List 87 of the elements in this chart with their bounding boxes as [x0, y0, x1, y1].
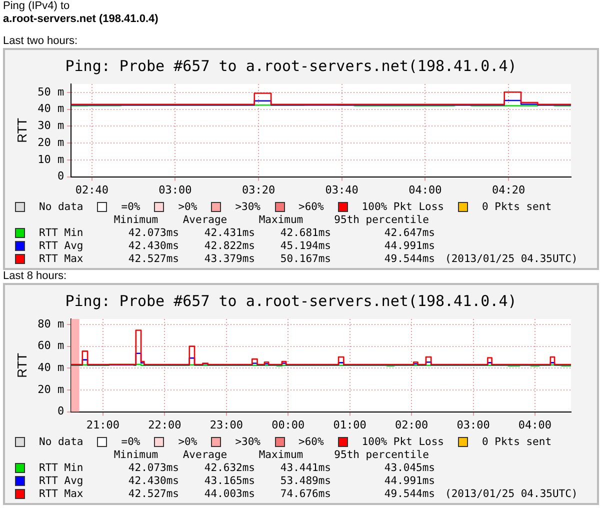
- text: No data: [39, 200, 84, 212]
- text: 100% Pkt Loss: [362, 436, 444, 448]
- text: Maximum: [258, 214, 304, 226]
- chart-title: Ping: Probe #657 to a.root-servers.net(198.41.0.4): [65, 292, 517, 310]
- text: 42.527ms: [127, 252, 179, 264]
- chart-title: Ping: Probe #657 to a.root-servers.net(198.41.0.4): [65, 56, 517, 75]
- y-tick-label: 60 m: [38, 339, 64, 352]
- x-tick-label: 21:00: [86, 418, 120, 432]
- y-tick-label: 0: [57, 170, 64, 183]
- legend-label: RTT Avg: [38, 474, 84, 486]
- y-tick-label: 40 m: [38, 360, 64, 374]
- legend-label: RTT Min: [38, 226, 84, 238]
- text: >30%: [235, 436, 260, 448]
- text: 43.379ms: [203, 252, 255, 264]
- text: 49.544ms: [383, 488, 435, 500]
- text: 42.073ms: [127, 462, 179, 474]
- text: 50.167ms: [279, 252, 331, 264]
- x-tick-label: 02:40: [75, 183, 108, 196]
- text: 100% Pkt Loss: [362, 200, 444, 212]
- text: 44.991ms: [383, 240, 435, 252]
- text: >60%: [298, 436, 324, 448]
- text: 42.681ms: [279, 226, 331, 238]
- text: >0%: [178, 436, 198, 448]
- x-tick-label: 03:20: [242, 183, 276, 196]
- y-tick-label: 80 m: [38, 317, 64, 330]
- text: No data: [39, 436, 84, 448]
- text: 53.489ms: [279, 474, 331, 486]
- x-tick-label: 22:00: [148, 418, 182, 432]
- text: 49.544ms: [383, 252, 435, 264]
- text: 42.822ms: [203, 240, 255, 252]
- text: Average: [182, 214, 228, 226]
- text: 42.527ms: [127, 488, 179, 500]
- text: 42.431ms: [203, 226, 255, 238]
- y-tick-label: 10 m: [38, 152, 64, 166]
- y-tick-label: 30 m: [38, 119, 64, 132]
- x-tick-label: 03:00: [456, 418, 490, 432]
- text: 74.676ms: [279, 488, 331, 500]
- text: >0%: [178, 200, 198, 212]
- text: 95th percentile: [333, 448, 429, 460]
- text: =0%: [121, 200, 140, 212]
- text: Maximum: [258, 448, 304, 460]
- text: 43.441ms: [279, 462, 331, 474]
- text: 42.073ms: [127, 226, 179, 238]
- text: >60%: [298, 200, 324, 212]
- y-axis-title: RTT: [14, 118, 30, 143]
- text: (2013/01/25 04.35UTC): [445, 488, 578, 500]
- x-tick-label: 04:20: [492, 183, 526, 196]
- legend-label: RTT Max: [38, 488, 84, 500]
- x-tick-label: 23:00: [210, 418, 243, 432]
- text: 42.632ms: [203, 462, 255, 474]
- text: Last 8 hours:: [2, 270, 68, 283]
- text: >30%: [235, 200, 260, 212]
- text: 44.991ms: [383, 474, 435, 486]
- y-tick-label: 20 m: [38, 382, 64, 396]
- x-tick-label: 01:00: [333, 418, 366, 432]
- text: 43.165ms: [203, 474, 255, 486]
- text: 95th percentile: [333, 214, 429, 226]
- x-tick-label: 04:00: [518, 418, 552, 432]
- text: Last two hours:: [2, 35, 79, 48]
- text: Average: [182, 448, 228, 460]
- text: =0%: [121, 436, 140, 448]
- text: 42.430ms: [127, 474, 179, 486]
- legend-label: RTT Max: [38, 252, 84, 264]
- text: 0 Pkts sent: [482, 436, 552, 448]
- legend-label: RTT Min: [38, 462, 84, 474]
- x-tick-label: 00:00: [272, 418, 305, 432]
- text: 42.647ms: [383, 226, 435, 238]
- text: Minimum: [112, 214, 160, 226]
- y-tick-label: 50 m: [38, 85, 64, 98]
- x-tick-label: 03:40: [325, 183, 358, 196]
- x-tick-label: 03:00: [158, 183, 192, 196]
- y-tick-label: 0: [57, 404, 64, 418]
- text: (2013/01/25 04.35UTC): [445, 252, 578, 264]
- text: 0 Pkts sent: [482, 200, 552, 212]
- text: 43.045ms: [383, 462, 435, 474]
- text: 44.003ms: [203, 488, 255, 500]
- legend-label: RTT Avg: [38, 240, 84, 252]
- y-axis-title: RTT: [14, 352, 30, 378]
- y-tick-label: 20 m: [38, 136, 64, 149]
- text: 42.430ms: [127, 240, 179, 252]
- text: 45.194ms: [279, 240, 331, 252]
- text: Minimum: [112, 448, 160, 460]
- y-tick-label: 40 m: [38, 102, 64, 116]
- x-tick-label: 04:00: [408, 183, 442, 196]
- text: a.root-servers.net (198.41.0.4): [2, 13, 160, 26]
- x-tick-label: 02:00: [395, 418, 428, 432]
- text: Ping (IPv4) to: [2, 0, 71, 13]
